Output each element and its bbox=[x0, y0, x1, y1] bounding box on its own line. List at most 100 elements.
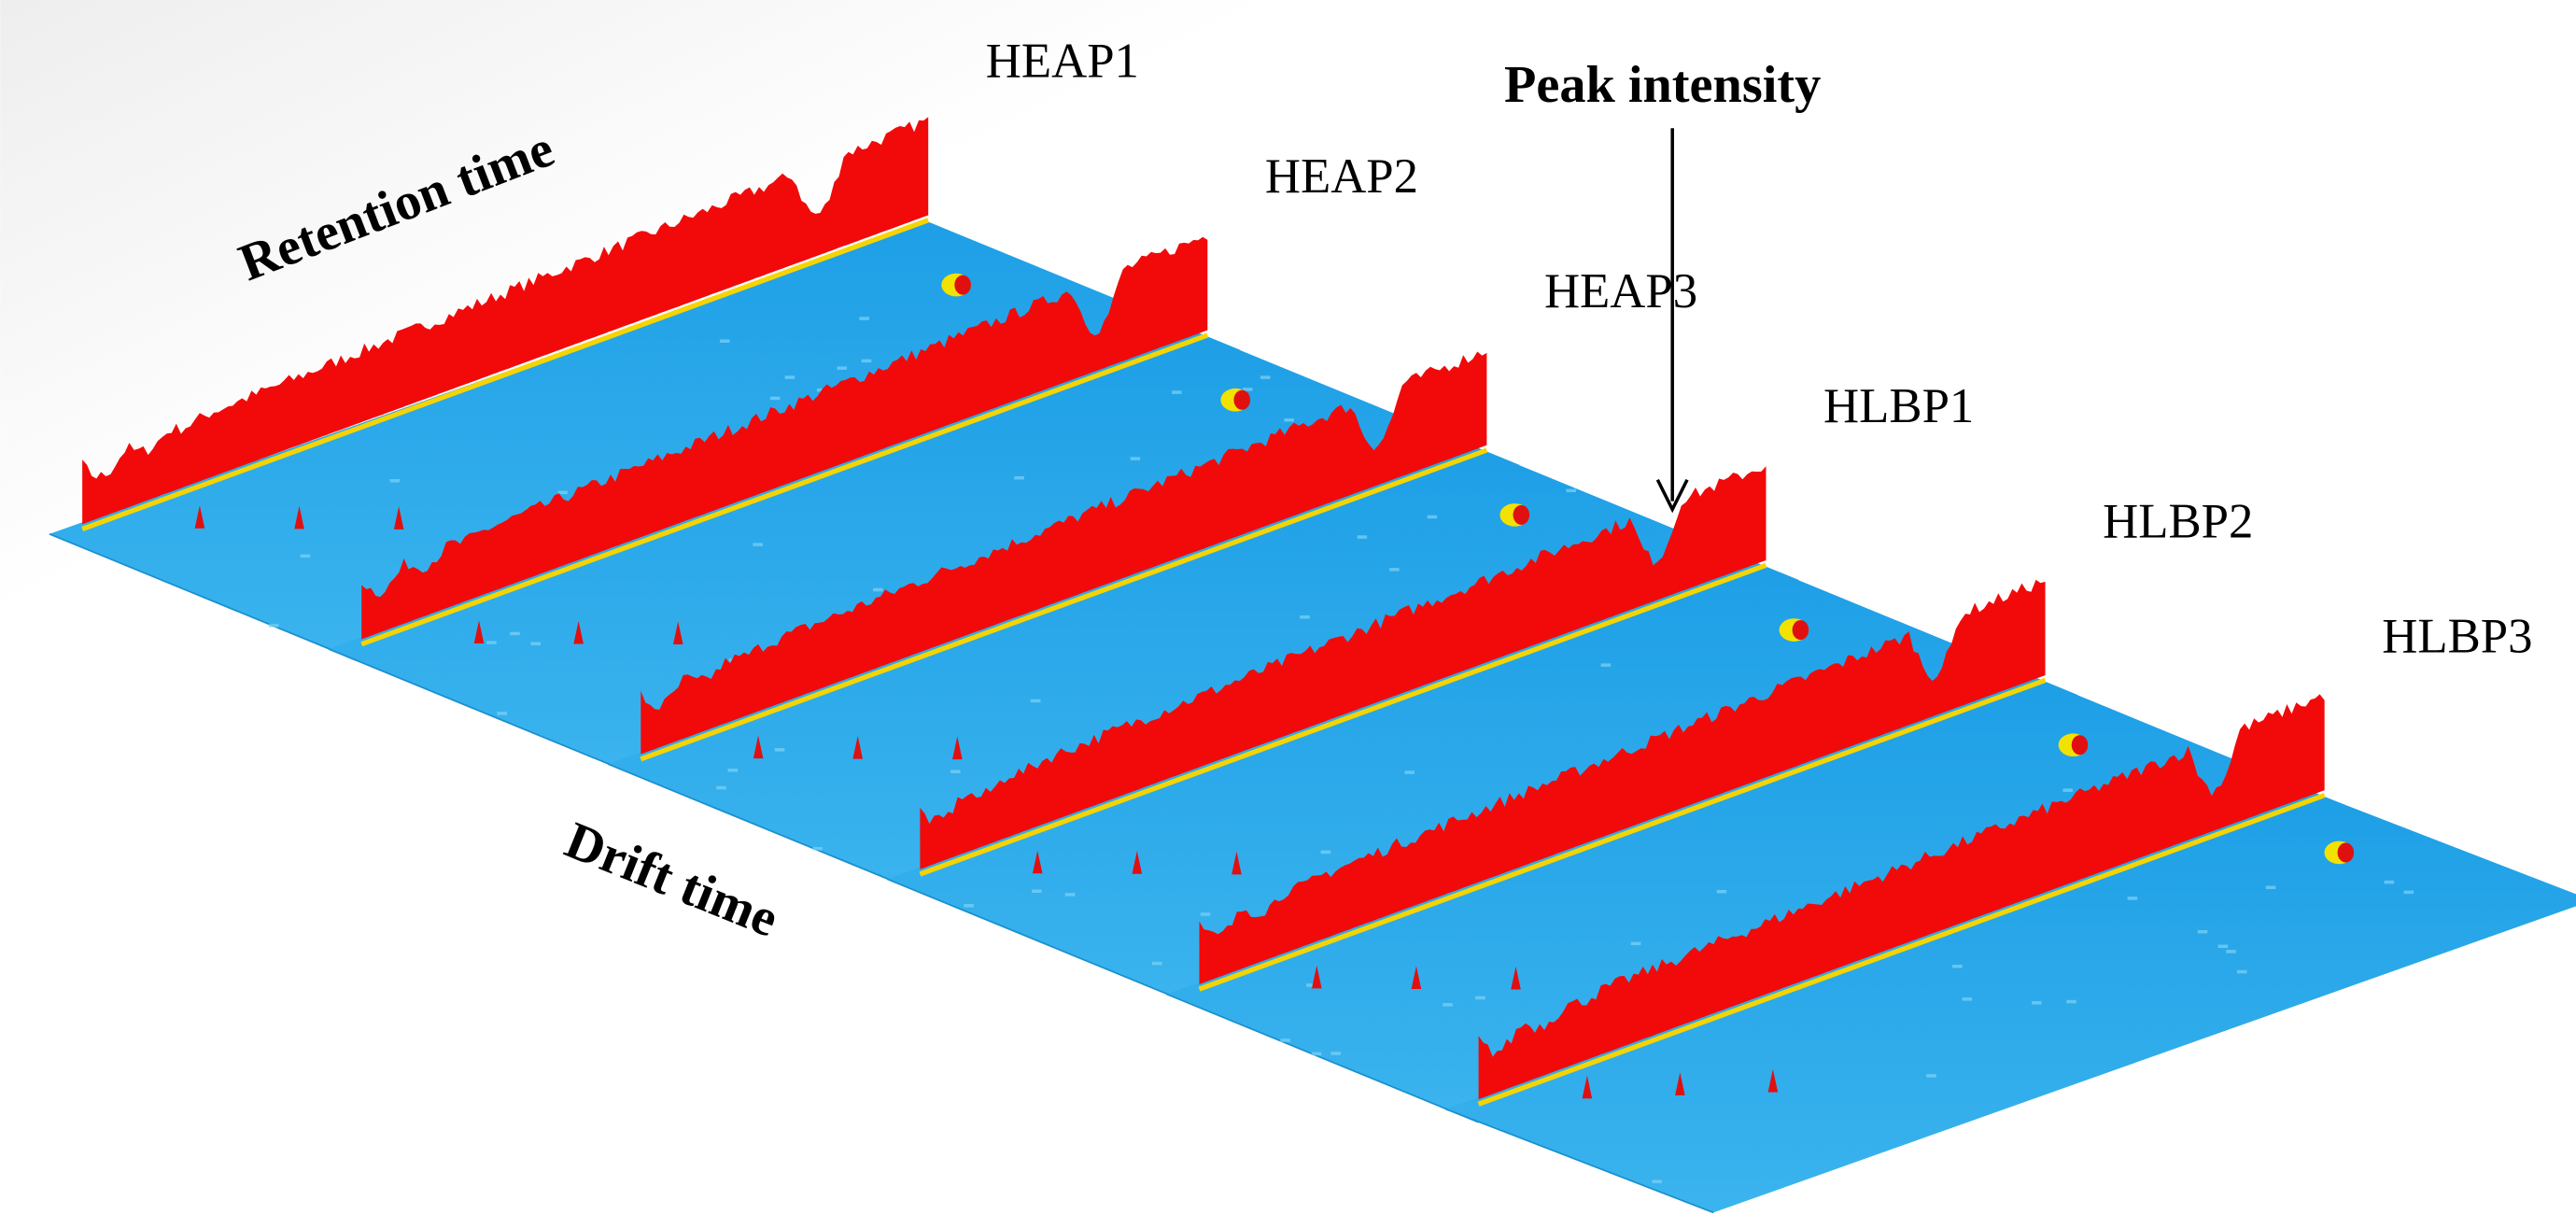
sample-label: HEAP1 bbox=[986, 35, 1139, 89]
spectrum-plane bbox=[1445, 797, 2576, 1213]
minor-peak bbox=[1767, 1068, 1779, 1093]
plane-spot bbox=[812, 846, 823, 851]
minor-peak bbox=[1511, 966, 1521, 990]
minor-peak bbox=[852, 736, 864, 759]
plane-spot bbox=[2384, 880, 2395, 884]
plane-spot bbox=[774, 748, 785, 752]
peak-blob-core bbox=[2337, 842, 2355, 863]
spectrum-plane bbox=[608, 451, 1799, 893]
minor-peak bbox=[952, 736, 963, 760]
plane-spot bbox=[861, 359, 872, 363]
ridge-base-glow bbox=[1477, 793, 2326, 1107]
minor-peak bbox=[194, 505, 205, 529]
plane-spot bbox=[1600, 663, 1612, 667]
spectrum-plane bbox=[1166, 682, 2358, 1123]
sample-label: HLBP1 bbox=[1823, 379, 1974, 433]
plane-spot bbox=[1280, 1038, 1290, 1042]
plane-spot bbox=[2197, 929, 2208, 934]
plane-spot bbox=[1330, 1052, 1341, 1055]
plane-spot bbox=[1652, 1180, 1663, 1183]
plane-spot bbox=[1064, 893, 1076, 897]
plane-spot bbox=[1475, 996, 1485, 1000]
plane-spot bbox=[1260, 375, 1271, 379]
minor-peak bbox=[473, 620, 485, 643]
plane-spot bbox=[389, 479, 401, 483]
ridge-base-glow bbox=[640, 447, 1488, 762]
plane-spot bbox=[950, 770, 961, 773]
plane-edge bbox=[328, 648, 641, 778]
plane-spot bbox=[769, 396, 781, 401]
plane-spot bbox=[486, 641, 497, 644]
plane-spot bbox=[2265, 885, 2276, 890]
plane-spot bbox=[873, 587, 883, 592]
plane-spot bbox=[1566, 488, 1577, 493]
plane-edge bbox=[886, 878, 1200, 1009]
plane-spot bbox=[1300, 614, 1310, 619]
plane-spot bbox=[1130, 457, 1141, 460]
minor-peak bbox=[1232, 851, 1242, 875]
plane-spot bbox=[2031, 1001, 2042, 1005]
plane-spot bbox=[727, 769, 739, 772]
plane-spot bbox=[2062, 788, 2073, 792]
peak-label: Peak intensity bbox=[1504, 56, 1821, 114]
minor-peak bbox=[294, 505, 304, 530]
plane-spot bbox=[510, 631, 520, 636]
spectrum-plane bbox=[329, 336, 1520, 778]
sample-label: HLBP2 bbox=[2103, 494, 2253, 548]
plane-spot bbox=[859, 317, 869, 320]
minor-peak bbox=[573, 620, 584, 644]
intensity-ridge bbox=[361, 236, 1208, 640]
sample-label: HEAP3 bbox=[1544, 264, 1697, 318]
peak-blob-core bbox=[1513, 504, 1530, 525]
plane-spot bbox=[2066, 999, 2076, 1004]
plane-spot bbox=[753, 543, 763, 546]
strips: HEAP1 HEAP2 HEAP3 HLBP1 HLBP2 HLBP3 bbox=[49, 35, 2576, 1214]
spectrum-plane bbox=[49, 221, 1241, 663]
plane-spot bbox=[1962, 997, 1972, 1001]
plane-spot bbox=[1630, 941, 1641, 946]
plane-edge bbox=[607, 763, 921, 894]
plane-spot bbox=[2403, 890, 2414, 895]
plane-spot bbox=[1926, 1074, 1936, 1078]
plane-spot bbox=[1404, 770, 1415, 774]
spectrum-plane bbox=[887, 566, 2078, 1008]
plane-spot bbox=[1427, 515, 1438, 519]
plane-spot bbox=[784, 375, 795, 379]
plane-spot bbox=[716, 785, 726, 790]
minor-peak bbox=[1411, 966, 1422, 989]
plane-spot bbox=[837, 366, 848, 370]
plane-spot bbox=[1443, 1003, 1453, 1007]
plane-spot bbox=[1032, 889, 1042, 894]
intensity-ridge bbox=[82, 117, 929, 525]
plane-spot bbox=[268, 624, 279, 628]
plane-spot bbox=[2236, 969, 2247, 974]
plane-edge bbox=[49, 532, 362, 663]
arrow-head bbox=[1655, 478, 1689, 514]
ridge-base-glow bbox=[81, 218, 930, 531]
plane-spot bbox=[2217, 944, 2229, 949]
sample-label: HLBP3 bbox=[2382, 609, 2532, 663]
plane-spot bbox=[1284, 418, 1294, 422]
plane-spot bbox=[1242, 388, 1253, 391]
minor-peak bbox=[753, 735, 764, 759]
minor-peak bbox=[672, 621, 683, 645]
minor-peak bbox=[1312, 965, 1322, 989]
ridge-base-glow bbox=[1198, 677, 2047, 992]
minor-peak bbox=[1582, 1075, 1593, 1099]
sample-label: HEAP2 bbox=[1265, 149, 1418, 204]
plane-spot bbox=[1320, 850, 1331, 855]
minor-peak bbox=[1132, 851, 1143, 874]
peak-blob-core bbox=[1233, 389, 1251, 410]
plane-spot bbox=[1172, 390, 1182, 394]
plane-spot bbox=[497, 712, 508, 715]
peak-blob-core bbox=[2071, 735, 2089, 756]
plane-spot bbox=[1389, 568, 1400, 572]
plane-spot bbox=[1030, 699, 1041, 703]
minor-peak bbox=[1675, 1072, 1685, 1095]
intensity-ridge bbox=[920, 466, 1767, 869]
plane-spot bbox=[964, 904, 974, 908]
ridge-base-glow bbox=[919, 562, 1767, 877]
plane-spot bbox=[557, 490, 568, 495]
plane-spot bbox=[1014, 475, 1024, 480]
